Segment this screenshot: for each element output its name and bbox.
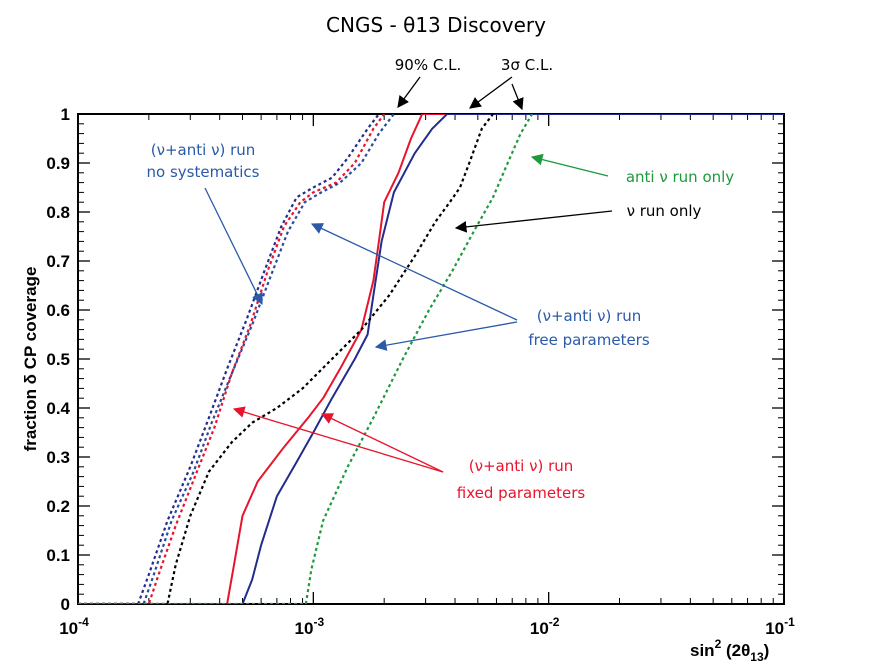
cl-3sigma-arrow-left (469, 76, 513, 109)
series-line-6: anti ν run only (78, 114, 534, 604)
y-tick-label: 0.5 (46, 350, 70, 369)
cl-90-arrow (397, 76, 421, 108)
annotation-text: no systematics (147, 163, 260, 181)
y-tick-label: 0.6 (46, 301, 70, 320)
cl-90-label: 90% C.L. (395, 56, 461, 74)
annotation-anti-nu: anti ν run only (530, 153, 734, 186)
y-tick-label: 0.9 (46, 154, 70, 173)
y-tick-label: 0.1 (46, 546, 70, 565)
series-line-1: (ν+anti ν) run free parameters, 90% C.L. (78, 114, 784, 604)
annotation-text: free parameters (528, 331, 650, 349)
annotation-arrow (232, 406, 444, 473)
series-line-0: (ν+anti ν) run fixed parameters, 90% C.L… (78, 114, 784, 604)
annotation-arrow (530, 153, 609, 177)
y-tick-label: 1 (61, 105, 70, 124)
x-axis-label: sin2 (2θ13) (690, 637, 769, 664)
plot-frame (77, 113, 785, 605)
y-tick-label: 0.7 (46, 252, 70, 271)
series-line-2: (ν+anti ν) run no systematics, 90% C.L. … (78, 114, 386, 604)
x-tick-label: 10-4 (59, 615, 89, 638)
y-tick-label: 0.2 (46, 497, 70, 516)
x-tick-label: 10-3 (295, 615, 325, 638)
axis-ticks: 10-4 10-3 10-2 10-1 0 0.1 0.2 0.3 0.4 0.5 0.6 0.7 0.… (46, 105, 795, 638)
chart-title: CNGS - θ13 Discovery (326, 13, 546, 37)
x-tick-label: 10-1 (765, 615, 795, 638)
annotation-text: ν run only (627, 202, 702, 220)
annotation-text: (ν+anti ν) run (151, 141, 256, 159)
annotation-arrow (310, 223, 518, 321)
cl-3sigma-arrow-right (511, 83, 524, 111)
annotation-arrow (204, 187, 263, 306)
annotation-no-systematics: (ν+anti ν) run no systematics (147, 141, 263, 306)
series-line-5: ν run only (78, 114, 494, 604)
series-group: (ν+anti ν) run fixed parameters, 90% C.L… (78, 114, 784, 604)
annotation-nu-run: ν run only (454, 202, 702, 233)
y-axis-label: fraction δ CP coverage (21, 267, 40, 452)
annotation-free-parameters: (ν+anti ν) run free parameters (310, 223, 650, 351)
annotation-text: (ν+anti ν) run (469, 457, 574, 475)
annotation-arrow (374, 321, 518, 351)
annotation-arrow (454, 210, 613, 233)
y-tick-label: 0.8 (46, 203, 70, 222)
annotation-text: (ν+anti ν) run (537, 307, 642, 325)
annotation-arrow (320, 413, 444, 473)
y-tick-label: 0.4 (46, 399, 70, 418)
annotation-text: fixed parameters (457, 484, 586, 502)
y-tick-label: 0 (61, 595, 70, 614)
cl-3sigma-label: 3σ C.L. (501, 56, 553, 74)
x-tick-label: 10-2 (530, 615, 560, 638)
y-tick-label: 0.3 (46, 448, 70, 467)
annotation-fixed-parameters: (ν+anti ν) run fixed parameters (232, 406, 586, 502)
annotation-text: anti ν run only (626, 168, 734, 186)
series-line-3: (ν+anti ν) run no systematics, 90% C.L. … (78, 114, 380, 604)
